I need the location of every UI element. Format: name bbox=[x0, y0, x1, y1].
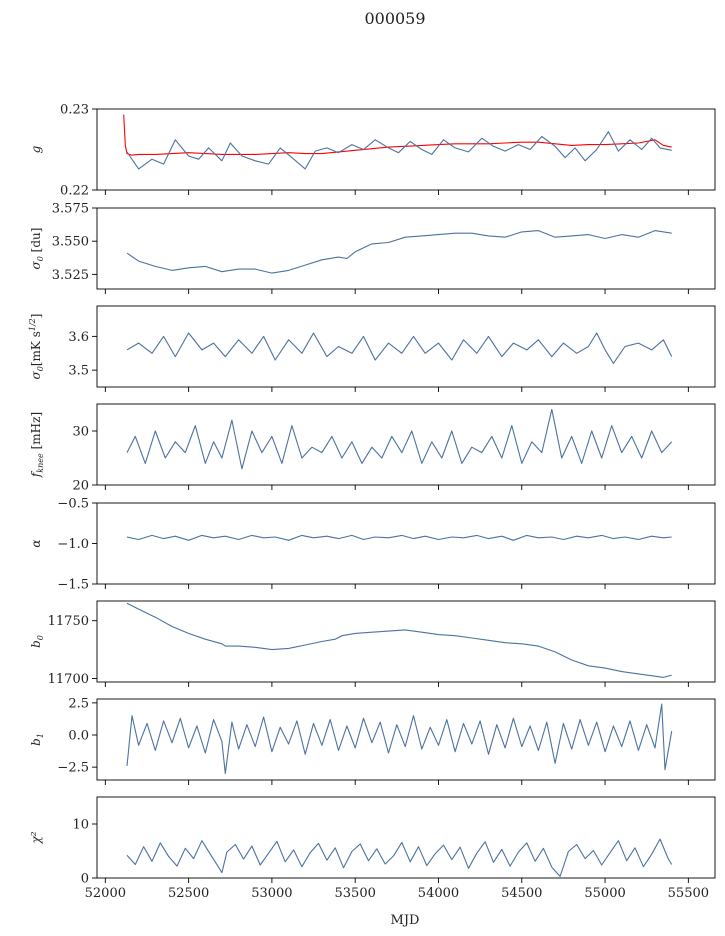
y-axis-label: σ0[mK s1/2] bbox=[28, 314, 45, 380]
panel-2: 3.525 3.550 3.575 σ0 [du] bbox=[29, 202, 716, 294]
series-line-blue bbox=[126, 131, 672, 170]
y-tick-label: 0.23 bbox=[60, 103, 89, 118]
y-tick-label: 10 bbox=[72, 818, 89, 833]
axes-frame bbox=[96, 796, 716, 879]
y-tick-label: 20 bbox=[72, 479, 89, 494]
y-tick-label: −2.5 bbox=[57, 761, 89, 776]
axes-frame bbox=[96, 207, 716, 290]
panel-8: 0 10 52000 52500 53000 53500 54000 54500 55000 55… bbox=[29, 796, 716, 901]
y-tick-label: 0.0 bbox=[68, 729, 89, 744]
series-line-blue bbox=[126, 602, 672, 678]
axes-frame bbox=[96, 403, 716, 486]
y-axis-label: α bbox=[29, 539, 43, 547]
y-tick-label: 0 bbox=[81, 872, 89, 887]
y-tick-label: 11700 bbox=[48, 672, 89, 687]
x-tick-label: 52500 bbox=[168, 886, 209, 901]
x-tick-label: 53000 bbox=[251, 886, 292, 901]
series-line-blue bbox=[126, 838, 673, 877]
axes-frame bbox=[96, 502, 716, 585]
axes-frame bbox=[96, 108, 716, 191]
y-axis-label: g bbox=[29, 145, 43, 153]
series-line-blue bbox=[126, 534, 672, 541]
y-tick-label: −1.5 bbox=[57, 578, 89, 593]
y-tick-label: 3.550 bbox=[52, 235, 89, 250]
y-axis-label: b0 bbox=[29, 635, 45, 648]
axes-frame bbox=[96, 698, 716, 781]
panel-3: 3.5 3.6 σ0[mK s1/2] bbox=[28, 305, 716, 392]
panel-1: 0.22 0.23 g bbox=[29, 103, 716, 199]
y-axis-label: χ² bbox=[29, 831, 43, 844]
panel-5: −1.5 −1.0 −0.5 α bbox=[29, 497, 716, 593]
y-tick-label: 0.22 bbox=[60, 184, 89, 199]
y-tick-label: 11750 bbox=[48, 614, 89, 629]
y-axis-label: fknee [mHz] bbox=[29, 412, 45, 478]
y-tick-label: 3.525 bbox=[52, 268, 89, 283]
x-tick-label: 54000 bbox=[418, 886, 459, 901]
x-axis-label: MJD bbox=[391, 913, 420, 928]
y-tick-label: 30 bbox=[72, 425, 89, 440]
y-tick-label: −0.5 bbox=[57, 497, 89, 512]
y-tick-label: 3.5 bbox=[68, 364, 89, 379]
x-tick-label: 55000 bbox=[584, 886, 625, 901]
y-tick-label: 3.575 bbox=[52, 202, 89, 217]
panel-4: 20 30 fknee [mHz] bbox=[29, 403, 716, 494]
series-line-blue bbox=[126, 408, 673, 470]
series-line-blue bbox=[126, 703, 673, 775]
figure-title: 000059 bbox=[364, 9, 425, 28]
x-tick-label: 55500 bbox=[668, 886, 709, 901]
y-tick-label: 3.6 bbox=[68, 330, 89, 345]
panel-7: −2.5 0.0 2.5 b1 bbox=[29, 696, 716, 785]
y-axis-label: σ0 [du] bbox=[29, 228, 45, 270]
axes-frame bbox=[96, 600, 716, 683]
series-line-blue bbox=[126, 230, 672, 274]
axes-frame bbox=[96, 305, 716, 388]
y-axis-label: b1 bbox=[29, 733, 45, 746]
y-tick-label: 2.5 bbox=[68, 696, 89, 711]
x-tick-label: 54500 bbox=[501, 886, 542, 901]
series-line-blue bbox=[126, 332, 673, 364]
y-tick-label: −1.0 bbox=[57, 537, 89, 552]
x-tick-label: 53500 bbox=[335, 886, 376, 901]
panels: 0.22 0.23 g 3.525 3.550 3.575 σ0 [du] 3.5 3.6 σ0[… bbox=[28, 103, 716, 901]
series-line-red bbox=[123, 114, 672, 156]
x-tick-label: 52000 bbox=[85, 886, 126, 901]
